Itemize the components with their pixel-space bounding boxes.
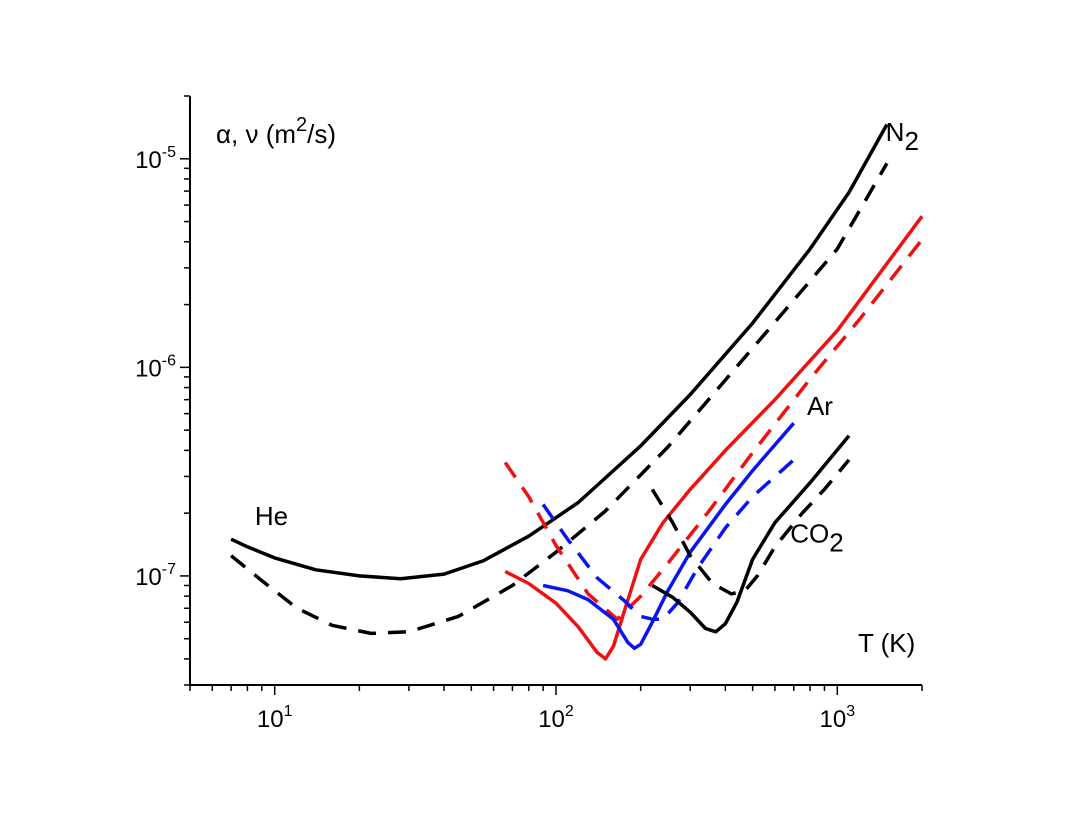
labels-layer: 101 102 103 10-7 10-6 10-5 α, ν (m2/s) T (K) He N… (135, 114, 919, 733)
series-co2-alpha (651, 434, 851, 634)
y-tick-label: 10-5 (135, 144, 176, 174)
y-tick-label: 10-6 (135, 352, 176, 382)
x-tick-label: 103 (820, 703, 856, 733)
x-tick-label: 101 (257, 703, 293, 733)
series-co2-nu (650, 458, 851, 596)
series-he-nu (229, 162, 889, 636)
series-ar-nu (541, 458, 795, 621)
y-axis-label: α, ν (m2/s) (216, 114, 336, 149)
label-ar: Ar (807, 391, 833, 421)
series-ar-alpha (542, 422, 796, 651)
x-axis-label: T (K) (858, 628, 915, 658)
label-n2: N2 (886, 117, 919, 156)
series-n2-nu (503, 238, 924, 621)
axes (180, 95, 923, 695)
series-he-alpha (230, 123, 889, 581)
label-he: He (255, 501, 288, 531)
label-co2: CO2 (790, 518, 843, 557)
series-layer (229, 123, 924, 661)
x-tick-label: 102 (538, 703, 574, 733)
y-tick-label: 10-7 (135, 561, 176, 591)
series-n2-alpha (504, 215, 924, 661)
